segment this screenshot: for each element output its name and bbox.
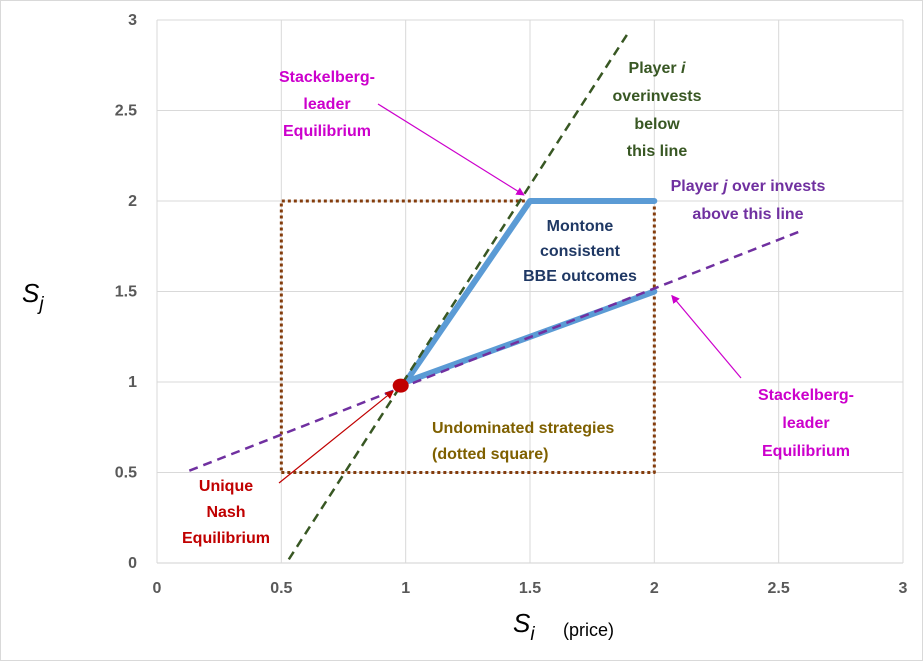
y-axis-subscript: j <box>36 294 44 315</box>
undominated-line-2: (dotted square) <box>432 446 548 463</box>
montone-line-3: BBE outcomes <box>523 268 637 285</box>
nash-point-0 <box>392 378 409 393</box>
stackelberg-right-line-3: Equilibrium <box>762 443 850 460</box>
x-axis-symbol: S <box>513 608 531 638</box>
arrow-nash <box>278 390 394 484</box>
arrow-stackelberg-right <box>671 294 742 379</box>
player-i-line-1-text: Player i <box>629 60 686 77</box>
y-tick-label-6: 3 <box>128 12 137 29</box>
stackelberg-top-line-2: leader <box>303 96 350 113</box>
player-i-line-2: overinvests <box>613 88 702 105</box>
y-tick-label-5: 2.5 <box>115 103 137 120</box>
series-layer <box>188 30 804 561</box>
y-tick-label-3: 1.5 <box>115 284 137 301</box>
points-layer <box>392 378 409 393</box>
series-line-3 <box>402 198 658 385</box>
nash-line-3: Equilibrium <box>182 530 270 547</box>
arrows-layer <box>278 103 742 484</box>
x-tick-label-4: 2 <box>650 580 659 597</box>
y-tick-label-0: 0 <box>128 555 137 572</box>
nash-line-1: Unique <box>199 478 253 495</box>
montone-line-2: consistent <box>540 243 621 260</box>
nash-line-2: Nash <box>206 504 245 521</box>
ticks-layer: 0 0.5 1 1.5 2 2.5 3 0 0.5 1 1.5 2 2.5 3 <box>115 12 908 597</box>
montone-line-1: Montone <box>547 218 614 235</box>
x-tick-label-2: 1 <box>401 580 410 597</box>
player-j-line-1: Player j over invests <box>671 178 826 195</box>
stackelberg-right-line-2: leader <box>782 415 829 432</box>
x-axis-subscript: i <box>530 624 535 645</box>
y-axis-label: Sj <box>22 278 44 315</box>
series-line-1 <box>188 228 804 472</box>
arrow-stackelberg-top <box>377 103 525 196</box>
player-i-line-3: below <box>634 116 680 133</box>
y-tick-label-1: 0.5 <box>115 465 137 482</box>
grid <box>156 19 904 564</box>
x-tick-label-3: 1.5 <box>519 580 541 597</box>
y-tick-label-2: 1 <box>128 374 137 391</box>
x-tick-label-0: 0 <box>153 580 162 597</box>
x-tick-label-6: 3 <box>899 580 908 597</box>
player-j-line-2: above this line <box>692 206 803 223</box>
y-tick-label-4: 2 <box>128 193 137 210</box>
x-axis-suffix: (price) <box>563 620 614 640</box>
player-i-line-4: this line <box>627 143 688 160</box>
x-tick-label-1: 0.5 <box>270 580 292 597</box>
undominated-line-1: Undominated strategies <box>432 420 614 437</box>
stackelberg-top-line-3: Equilibrium <box>283 123 371 140</box>
stackelberg-top-line-1: Stackelberg- <box>279 69 375 86</box>
player-i-line-1: Player i <box>629 60 686 77</box>
x-axis-label: Si <box>513 608 535 645</box>
stackelberg-right-line-1: Stackelberg- <box>758 387 854 404</box>
y-axis-symbol: S <box>22 278 40 308</box>
x-tick-label-5: 2.5 <box>768 580 790 597</box>
